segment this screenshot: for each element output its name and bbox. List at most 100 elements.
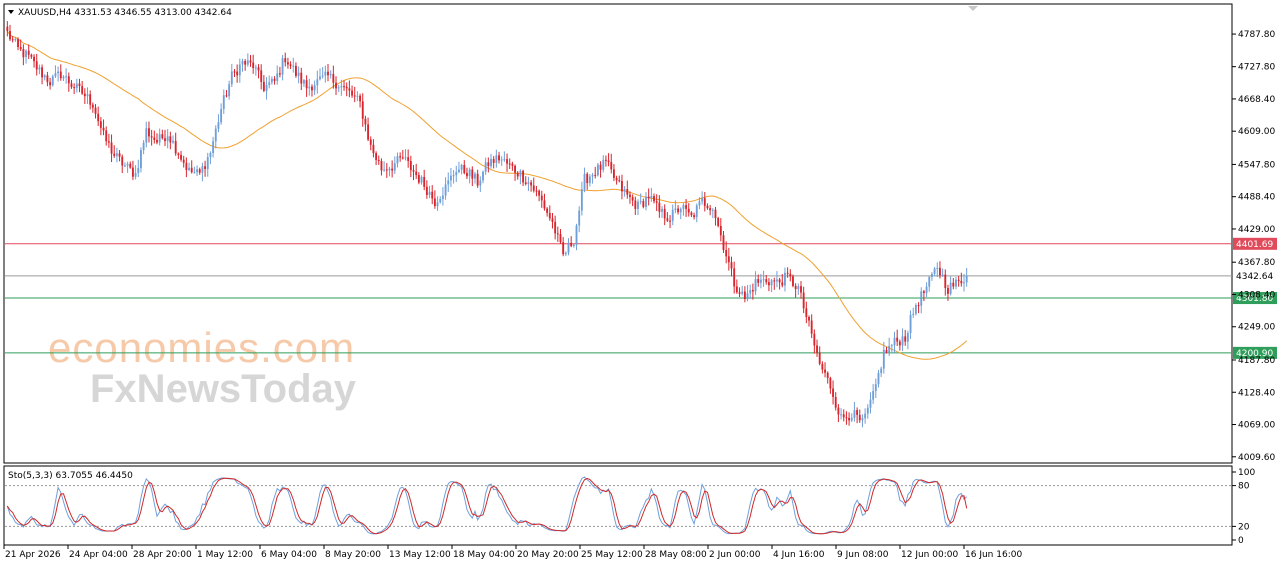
candle-body [845,417,848,419]
candle-body [228,84,231,97]
candle-body [385,169,388,171]
candle-body [177,153,180,155]
candle-body [131,167,134,177]
candle-body [599,164,602,170]
candle-body [99,121,102,128]
candle-body [725,249,728,257]
candle-body [471,169,474,179]
candle-body [367,124,370,140]
candle-body [572,244,575,247]
candle-body [714,209,717,219]
time-tick-label: 28 May 08:00 [645,550,707,560]
candle-body [743,291,746,300]
price-tick-label: 4727.80 [1238,63,1275,73]
candle-body [690,212,693,216]
candle-body [150,136,153,138]
candle-body [380,161,383,171]
candle-body [797,286,800,290]
candle-body [94,107,97,114]
candle-body [161,134,164,139]
candle-body [805,308,808,318]
level-price-tag [1233,292,1277,305]
candle-body [412,170,415,172]
candle-body [292,65,295,67]
candle-body [276,73,279,81]
time-tick-label: 2 Jun 00:00 [709,550,761,560]
candle-body [944,274,947,289]
candle-body [738,292,741,294]
candle-body [562,242,565,255]
candle-body [706,205,709,209]
price-tick-label: 4069.00 [1238,421,1275,431]
candle-body [83,93,86,97]
candle-body [514,165,516,173]
candle-body [423,176,426,187]
candle-body [75,83,78,89]
candle-body [452,175,455,177]
candle-body [41,67,44,78]
scroll-marker-icon[interactable] [968,6,978,11]
candle-body [495,155,498,163]
stoch-signal-line [6,477,968,535]
candle-body [548,212,551,219]
candle-body [794,285,797,290]
candle-body [70,83,73,88]
candle-body [81,86,84,94]
collapse-triangle-icon[interactable] [8,10,14,14]
candle-body [885,349,888,353]
candle-body [286,62,289,65]
candle-body [698,201,701,206]
candle-body [784,272,786,286]
candle-body [126,163,129,166]
candle-body [383,169,386,171]
candle-body [634,200,637,209]
candle-body [393,163,396,171]
candle-body [447,180,450,185]
candle-body [583,173,586,190]
candle-body [105,130,108,142]
candle-body [527,182,530,184]
candle-body [345,86,348,89]
candle-body [270,78,273,83]
candle-body [829,377,832,389]
candle-body [813,333,816,346]
candle-body [535,190,538,192]
time-tick-label: 24 Apr 04:00 [69,550,128,560]
candle-body [917,305,920,307]
candle-body [650,196,653,199]
candle-body [89,94,92,105]
candle-body [741,291,744,294]
candle-body [500,159,503,161]
candle-body [468,169,471,177]
candle-body [904,336,907,342]
candle-body [800,286,802,293]
candle-body [33,56,35,62]
candle-body [567,242,570,253]
main-price-panel[interactable] [3,3,1233,464]
candle-body [441,195,444,199]
candle-body [303,80,305,84]
candle-body [685,205,688,209]
candle-body [73,87,76,89]
candle-body [474,173,476,179]
candle-body [295,65,297,76]
price-tick-label: 4308.40 [1238,290,1275,300]
candle-body [482,171,484,181]
candle-body [762,279,765,281]
stochastic-panel[interactable] [3,465,1233,546]
candle-body [821,363,824,370]
candle-body [252,62,255,69]
candle-body [909,314,912,334]
candle-body [866,407,869,414]
candle-body [246,60,249,65]
level-price-label: 4401.69 [1236,240,1273,250]
candle-body [856,410,859,415]
candle-body [730,262,733,269]
candle-body [765,279,768,283]
candle-body [153,137,156,140]
candle-body [717,218,720,226]
candle-body [677,208,679,213]
candle-body [86,94,89,97]
candle-body [241,60,244,65]
time-tick-label: 25 May 12:00 [581,550,643,560]
